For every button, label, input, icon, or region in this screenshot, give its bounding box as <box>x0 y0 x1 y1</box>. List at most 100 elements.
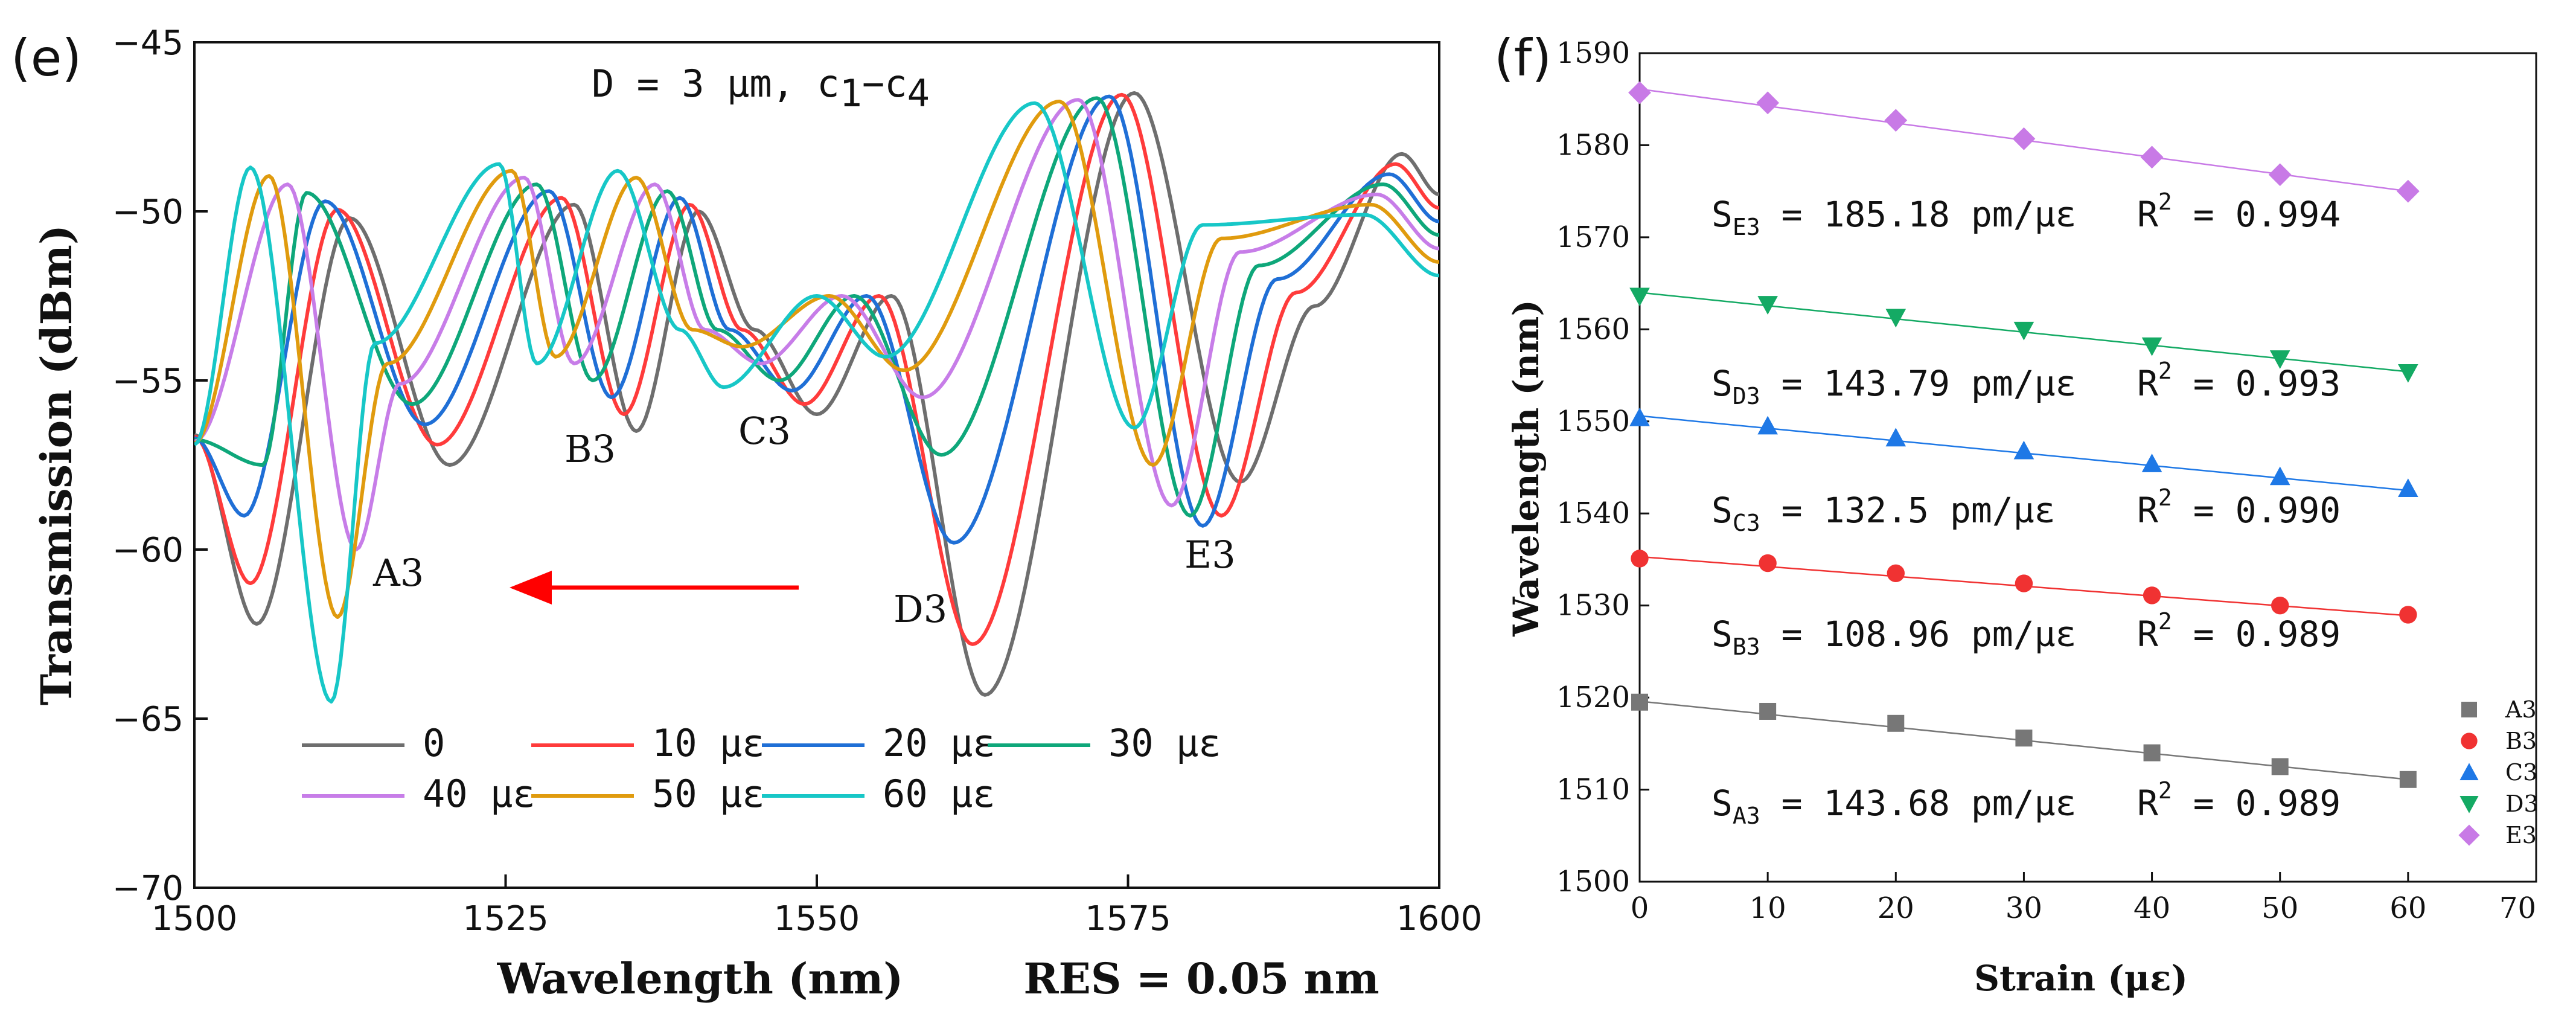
e-legend-label: 20 με <box>883 721 996 765</box>
f-x-tick-label: 10 <box>1750 891 1786 925</box>
eq-sub: A3 <box>1733 803 1760 829</box>
eq-r: R <box>2137 783 2158 824</box>
fit-equation-r2: R2 = 0.994 <box>2137 188 2341 235</box>
point-c3 <box>2269 466 2290 486</box>
eq-sub: E3 <box>1733 214 1760 240</box>
point-e3 <box>1884 109 1908 132</box>
point-a3 <box>1759 702 1777 720</box>
eq-r: R <box>2137 490 2158 531</box>
eq-sup: 2 <box>2158 188 2172 215</box>
f-y-tick-label: 1550 <box>1556 405 1630 438</box>
f-y-tick-label: 1520 <box>1556 681 1630 714</box>
spectrum-20-με <box>194 94 1439 545</box>
fit-equation-sensitivity: SB3 = 108.96 pm/με <box>1711 614 2076 660</box>
fit-equation-sensitivity: SC3 = 132.5 pm/με <box>1711 490 2056 536</box>
eq-sub: C3 <box>1733 510 1760 536</box>
point-c3 <box>1885 428 1906 447</box>
point-c3 <box>2013 440 2034 460</box>
eq-rpost: = 0.993 <box>2172 363 2341 404</box>
point-d3 <box>1757 296 1778 315</box>
eq-sub: D3 <box>1733 383 1760 409</box>
eq-r: R <box>2137 363 2158 404</box>
point-e3 <box>1756 91 1780 115</box>
panel-f-x-axis: 0 10 20 30 40 50 60 70 <box>1631 872 2537 925</box>
point-b3 <box>2143 586 2161 604</box>
f-y-tick-label: 1560 <box>1556 312 1630 346</box>
e-y-tick-label: −45 <box>112 24 184 63</box>
point-b3 <box>1631 550 1649 568</box>
point-c3 <box>1757 415 1778 435</box>
point-e3 <box>1628 81 1651 104</box>
fit-equation-r2: R2 = 0.990 <box>2137 484 2341 531</box>
point-b3 <box>2399 606 2417 624</box>
panel-e-legend: 0 10 με 20 με 30 με 40 με 50 με 60 με <box>302 721 1221 816</box>
eq-post: = 108.96 pm/με <box>1760 614 2077 655</box>
spectrum-10-με <box>194 92 1439 646</box>
f-legend-label: D3 <box>2505 790 2539 817</box>
eq-rpost: = 0.994 <box>2172 194 2341 235</box>
e-y-tick-label: −70 <box>112 869 184 908</box>
point-d3 <box>2398 364 2418 383</box>
dip-label-c3: C3 <box>738 409 791 453</box>
f-x-tick-label: 20 <box>1878 891 1914 925</box>
fit-equation-r2: R2 = 0.993 <box>2137 358 2341 404</box>
fit-equation-r2: R2 = 0.989 <box>2137 608 2341 655</box>
panel-e-x-axis: 1500 1525 1550 1575 1600 <box>152 874 1483 938</box>
f-y-tick-label: 1590 <box>1556 36 1630 70</box>
eq-post: = 143.68 pm/με <box>1760 783 2077 824</box>
e-legend-label: 30 με <box>1108 721 1221 765</box>
e-x-tick-label: 1500 <box>152 899 238 938</box>
eq-r: R <box>2137 194 2158 235</box>
point-a3 <box>2399 771 2417 788</box>
e-x-tick-label: 1600 <box>1396 899 1483 938</box>
e-legend-label: 50 με <box>652 772 765 816</box>
eq-sub: B3 <box>1733 633 1760 660</box>
point-e3 <box>2268 163 2292 187</box>
panel-f-label: (f) <box>1494 28 1552 88</box>
eq-r: R <box>2137 614 2158 655</box>
point-b3 <box>2015 574 2033 592</box>
spectrum-60-με <box>194 101 1439 704</box>
point-b3 <box>1759 554 1777 572</box>
eq-s: S <box>1711 783 1733 824</box>
eq-sup: 2 <box>2158 484 2172 511</box>
e-legend-label: 10 με <box>652 721 765 765</box>
eq-post: = 143.79 pm/με <box>1760 363 2077 404</box>
spectrum-50-με <box>194 100 1439 619</box>
dip-label-e3: E3 <box>1184 533 1236 577</box>
f-y-tick-label: 1500 <box>1556 865 1630 899</box>
panel-e-series <box>194 91 1439 704</box>
fit-equation-r2: R2 = 0.989 <box>2137 777 2341 824</box>
f-x-tick-label: 30 <box>2006 891 2042 925</box>
panel-e-x-title: Wavelength (nm) <box>497 954 904 1004</box>
f-x-tick-label: 40 <box>2133 891 2170 925</box>
eq-s: S <box>1711 363 1733 404</box>
point-e3 <box>2140 146 2164 169</box>
e-y-tick-label: −50 <box>112 193 184 232</box>
eq-rpost: = 0.989 <box>2172 783 2341 824</box>
panel-f-y-title: Wavelength (nm) <box>1506 300 1547 637</box>
point-b3 <box>1887 564 1905 583</box>
point-c3 <box>2141 454 2162 472</box>
panel-e-label: (e) <box>11 28 81 88</box>
point-b3 <box>2271 596 2289 615</box>
f-x-tick-label: 50 <box>2261 891 2298 925</box>
panel-f-x-title: Strain (με) <box>1974 958 2188 999</box>
f-y-tick-label: 1540 <box>1556 496 1630 530</box>
point-d3 <box>2141 337 2162 356</box>
fit-equation-sensitivity: SE3 = 185.18 pm/με <box>1711 194 2076 240</box>
point-d3 <box>1885 309 1906 328</box>
f-y-tick-label: 1510 <box>1556 773 1630 807</box>
point-d3 <box>1629 287 1650 307</box>
point-a3 <box>2271 758 2289 775</box>
e-y-tick-label: −65 <box>112 700 184 739</box>
panel-f-frame <box>1638 52 2537 883</box>
point-e3 <box>2396 179 2420 203</box>
panel-e-title: D = 3 μm, c1−c4 <box>592 62 930 115</box>
eq-s: S <box>1711 490 1733 531</box>
eq-s: S <box>1711 194 1733 235</box>
f-legend-label: B3 <box>2505 728 2537 754</box>
eq-rpost: = 0.989 <box>2172 614 2341 655</box>
